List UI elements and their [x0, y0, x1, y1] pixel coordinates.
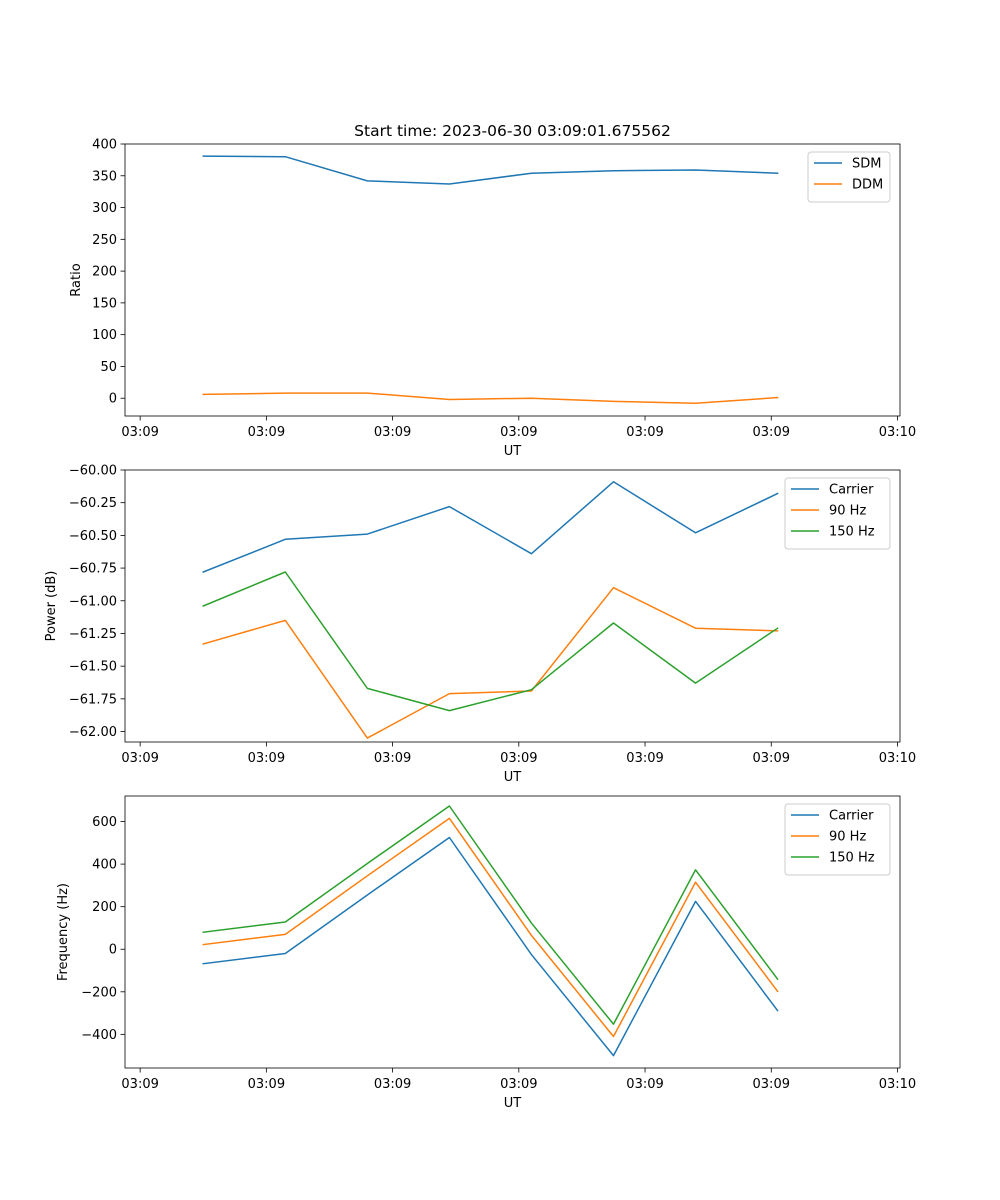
legend-box	[807, 151, 891, 203]
x-tick-label: 03:09	[121, 751, 158, 766]
y-tick-label: −61.50	[69, 660, 117, 675]
series-line-90-hz	[202, 817, 779, 1038]
x-tick-label: 03:09	[248, 751, 285, 766]
y-axis-label: Power (dB)	[44, 571, 59, 642]
y-tick-label: 400	[92, 858, 117, 873]
x-tick-label: 03:09	[121, 1077, 158, 1092]
y-axis-label: Frequency (Hz)	[56, 883, 71, 981]
x-tick-label: 03:09	[753, 751, 790, 766]
y-tick-label: −400	[81, 1028, 117, 1043]
y-tick-label: 400	[92, 138, 117, 153]
y-tick-label: −61.00	[69, 594, 117, 609]
y-tick-label: −60.25	[69, 496, 117, 511]
legend-label: 90 Hz	[829, 830, 866, 845]
x-tick-label: 03:09	[248, 1077, 285, 1092]
y-tick-label: 0	[109, 943, 117, 958]
axes-frame	[124, 795, 901, 1069]
legend-label: 90 Hz	[829, 504, 866, 519]
y-tick-label: 150	[92, 296, 117, 311]
x-tick-label: 03:09	[500, 751, 537, 766]
x-tick-label: 03:09	[374, 1077, 411, 1092]
y-tick-label: 350	[92, 169, 117, 184]
plot-area	[125, 796, 900, 1068]
legend-label: DDM	[852, 178, 883, 193]
y-tick-label: 250	[92, 233, 117, 248]
legend-label: 150 Hz	[829, 525, 875, 540]
plot-area	[125, 470, 900, 742]
axes-frame	[124, 143, 901, 417]
x-tick-label: 03:09	[626, 1077, 663, 1092]
y-tick-label: −200	[81, 985, 117, 1000]
x-tick-label: 03:09	[248, 425, 285, 440]
x-tick-label: 03:09	[374, 425, 411, 440]
x-tick-label: 03:09	[753, 425, 790, 440]
x-tick-label: 03:09	[374, 751, 411, 766]
series-line-90-hz	[202, 586, 779, 739]
x-tick-label: 03:09	[626, 425, 663, 440]
legend-label: 150 Hz	[829, 851, 875, 866]
series-line-150-hz	[202, 571, 779, 712]
legend-label: Carrier	[829, 483, 874, 498]
x-tick-label: 03:09	[500, 425, 537, 440]
x-tick-label: 03:09	[753, 1077, 790, 1092]
series-line-carrier	[202, 481, 779, 573]
y-tick-label: −61.75	[69, 692, 117, 707]
x-axis-label: UT	[504, 444, 522, 459]
axes-frame	[124, 469, 901, 743]
chart-panel-3: 03:09 03:09 03:09 03:09 03:09 03:09 03:10 −400 −…	[56, 795, 916, 1111]
series-line-150-hz	[202, 805, 779, 1025]
series-line-sdm	[202, 155, 779, 185]
y-tick-label: 100	[92, 328, 117, 343]
x-axis-label: UT	[504, 770, 522, 785]
chart-panel-2: 03:09 03:09 03:09 03:09 03:09 03:09 03:10 −60.0…	[44, 464, 916, 786]
y-tick-label: 600	[92, 815, 117, 830]
y-tick-label: −60.00	[69, 464, 117, 479]
legend: Carrier 90 Hz 150 Hz	[784, 803, 891, 876]
y-axis-label: Ratio	[69, 263, 84, 296]
chart-title: Start time: 2023-06-30 03:09:01.675562	[354, 122, 671, 140]
x-tick-label: 03:09	[500, 1077, 537, 1092]
series-line-carrier	[202, 836, 779, 1057]
legend-label: Carrier	[829, 809, 874, 824]
legend: SDM DDM	[807, 151, 891, 203]
x-tick-label: 03:10	[879, 425, 916, 440]
y-tick-label: −61.25	[69, 627, 117, 642]
legend: Carrier 90 Hz 150 Hz	[784, 477, 891, 550]
x-tick-label: 03:09	[626, 751, 663, 766]
y-tick-label: 200	[92, 265, 117, 280]
x-axis-label: UT	[504, 1096, 522, 1111]
legend-label: SDM	[852, 157, 881, 172]
x-tick-label: 03:09	[121, 425, 158, 440]
y-tick-label: 50	[100, 360, 117, 375]
x-tick-label: 03:10	[879, 1077, 916, 1092]
y-tick-label: 0	[109, 392, 117, 407]
plot-area	[125, 144, 900, 416]
y-tick-label: −60.75	[69, 562, 117, 577]
y-tick-label: 300	[92, 201, 117, 216]
y-tick-label: −62.00	[69, 725, 117, 740]
series-line-ddm	[202, 392, 779, 405]
y-tick-label: −60.50	[69, 529, 117, 544]
x-tick-label: 03:10	[879, 751, 916, 766]
y-tick-label: 200	[92, 900, 117, 915]
chart-panel-1: 03:09 03:09 03:09 03:09 03:09 03:09 03:10 0 50 10…	[69, 122, 916, 459]
